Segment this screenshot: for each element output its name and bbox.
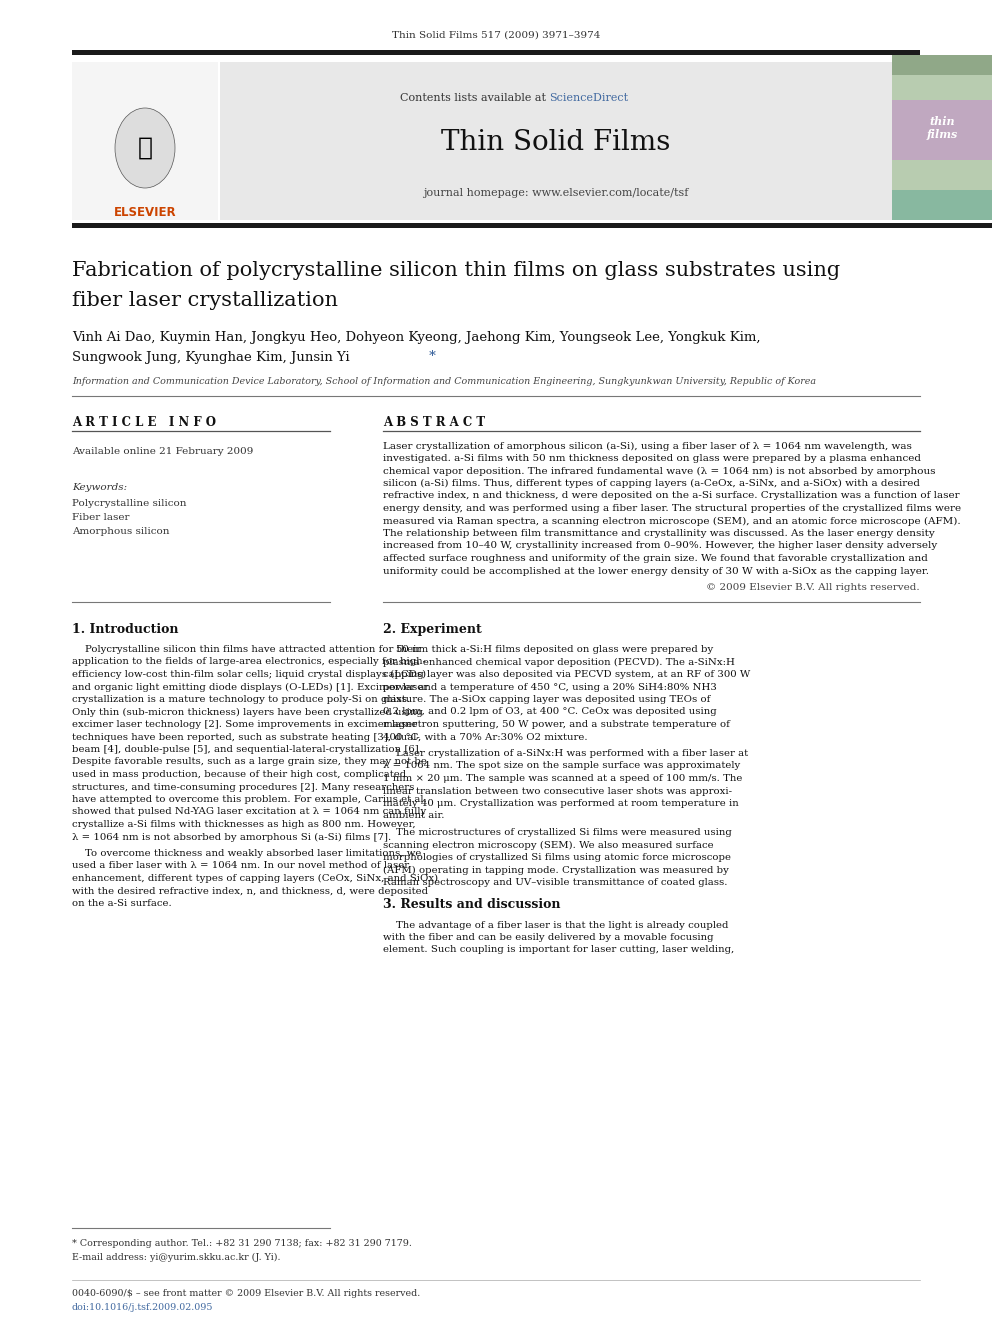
- Text: linear translation between two consecutive laser shots was approxi-: linear translation between two consecuti…: [383, 786, 732, 795]
- Text: techniques have been reported, such as substrate heating [3], dual-: techniques have been reported, such as s…: [72, 733, 420, 741]
- Text: ELSEVIER: ELSEVIER: [114, 206, 177, 220]
- Text: ambient air.: ambient air.: [383, 811, 444, 820]
- Text: Only thin (sub-micron thickness) layers have been crystallized using: Only thin (sub-micron thickness) layers …: [72, 708, 423, 717]
- Text: excimer laser technology [2]. Some improvements in excimer laser: excimer laser technology [2]. Some impro…: [72, 720, 417, 729]
- Bar: [72, 50, 920, 56]
- Text: Fabrication of polycrystalline silicon thin films on glass substrates using: Fabrication of polycrystalline silicon t…: [72, 261, 840, 279]
- Text: on the a-Si surface.: on the a-Si surface.: [72, 900, 172, 908]
- Text: magnetron sputtering, 50 W power, and a substrate temperature of: magnetron sputtering, 50 W power, and a …: [383, 720, 730, 729]
- Text: (AFM) operating in tapping mode. Crystallization was measured by: (AFM) operating in tapping mode. Crystal…: [383, 865, 729, 875]
- Text: used a fiber laser with λ = 1064 nm. In our novel method of laser: used a fiber laser with λ = 1064 nm. In …: [72, 861, 409, 871]
- Text: mately 40 μm. Crystallization was performed at room temperature in: mately 40 μm. Crystallization was perfor…: [383, 799, 739, 808]
- Text: enhancement, different types of capping layers (CeOx, SiNx, and SiOx): enhancement, different types of capping …: [72, 875, 438, 882]
- Text: Fiber laser: Fiber laser: [72, 512, 130, 521]
- Text: Polycrystalline silicon thin films have attracted attention for their: Polycrystalline silicon thin films have …: [72, 646, 422, 654]
- Text: doi:10.1016/j.tsf.2009.02.095: doi:10.1016/j.tsf.2009.02.095: [72, 1303, 213, 1312]
- Bar: [72, 62, 218, 220]
- Text: efficiency low-cost thin-film solar cells; liquid crystal displays (LCDs): efficiency low-cost thin-film solar cell…: [72, 669, 427, 679]
- Text: 50 nm thick a-Si:H films deposited on glass were prepared by: 50 nm thick a-Si:H films deposited on gl…: [383, 646, 713, 654]
- Text: λ = 1064 nm is not absorbed by amorphous Si (a-Si) films [7].: λ = 1064 nm is not absorbed by amorphous…: [72, 832, 391, 841]
- Text: Raman spectroscopy and UV–visible transmittance of coated glass.: Raman spectroscopy and UV–visible transm…: [383, 878, 727, 886]
- Text: affected surface roughness and uniformity of the grain size. We found that favor: affected surface roughness and uniformit…: [383, 554, 928, 564]
- Text: measured via Raman spectra, a scanning electron microscope (SEM), and an atomic : measured via Raman spectra, a scanning e…: [383, 516, 960, 525]
- Text: crystallize a-Si films with thicknesses as high as 800 nm. However,: crystallize a-Si films with thicknesses …: [72, 820, 416, 830]
- Text: Available online 21 February 2009: Available online 21 February 2009: [72, 446, 253, 455]
- Text: To overcome thickness and weakly absorbed laser limitations, we: To overcome thickness and weakly absorbe…: [72, 849, 422, 859]
- Bar: [892, 191, 992, 220]
- Text: used in mass production, because of their high cost, complicated: used in mass production, because of thei…: [72, 770, 406, 779]
- Text: E-mail address: yi@yurim.skku.ac.kr (J. Yi).: E-mail address: yi@yurim.skku.ac.kr (J. …: [72, 1253, 281, 1262]
- Text: energy density, and was performed using a fiber laser. The structural properties: energy density, and was performed using …: [383, 504, 961, 513]
- Text: power and a temperature of 450 °C, using a 20% SiH4:80% NH3: power and a temperature of 450 °C, using…: [383, 683, 717, 692]
- Text: ScienceDirect: ScienceDirect: [549, 93, 628, 103]
- Text: λ = 1064 nm. The spot size on the sample surface was approximately: λ = 1064 nm. The spot size on the sample…: [383, 762, 740, 770]
- Text: showed that pulsed Nd-YAG laser excitation at λ = 1064 nm can fully: showed that pulsed Nd-YAG laser excitati…: [72, 807, 427, 816]
- Text: Laser crystallization of a-SiNx:H was performed with a fiber laser at: Laser crystallization of a-SiNx:H was pe…: [383, 749, 748, 758]
- Text: morphologies of crystallized Si films using atomic force microscope: morphologies of crystallized Si films us…: [383, 853, 731, 863]
- Text: 🌳: 🌳: [138, 136, 153, 160]
- Text: Despite favorable results, such as a large grain size, they may not be: Despite favorable results, such as a lar…: [72, 758, 427, 766]
- Text: application to the fields of large-area electronics, especially for high-: application to the fields of large-area …: [72, 658, 426, 667]
- Text: with the desired refractive index, n, and thickness, d, were deposited: with the desired refractive index, n, an…: [72, 886, 428, 896]
- Text: plasma enhanced chemical vapor deposition (PECVD). The a-SiNx:H: plasma enhanced chemical vapor depositio…: [383, 658, 735, 667]
- Ellipse shape: [115, 108, 175, 188]
- Text: Information and Communication Device Laboratory, School of Information and Commu: Information and Communication Device Lab…: [72, 377, 816, 386]
- Text: The microstructures of crystallized Si films were measured using: The microstructures of crystallized Si f…: [383, 828, 732, 837]
- Text: investigated. a-Si films with 50 nm thickness deposited on glass were prepared b: investigated. a-Si films with 50 nm thic…: [383, 454, 921, 463]
- Text: © 2009 Elsevier B.V. All rights reserved.: © 2009 Elsevier B.V. All rights reserved…: [706, 583, 920, 591]
- Text: increased from 10–40 W, crystallinity increased from 0–90%. However, the higher : increased from 10–40 W, crystallinity in…: [383, 541, 937, 550]
- Text: crystallization is a mature technology to produce poly-Si on glass.: crystallization is a mature technology t…: [72, 695, 411, 704]
- Text: A R T I C L E   I N F O: A R T I C L E I N F O: [72, 415, 216, 429]
- Text: Thin Solid Films: Thin Solid Films: [441, 130, 671, 156]
- Bar: [892, 62, 992, 220]
- Text: Contents lists available at: Contents lists available at: [400, 93, 549, 103]
- Text: * Corresponding author. Tel.: +82 31 290 7138; fax: +82 31 290 7179.: * Corresponding author. Tel.: +82 31 290…: [72, 1238, 412, 1248]
- Bar: [72, 224, 992, 228]
- Text: uniformity could be accomplished at the lower energy density of 30 W with a-SiOx: uniformity could be accomplished at the …: [383, 566, 929, 576]
- Text: Laser crystallization of amorphous silicon (a-Si), using a fiber laser of λ = 10: Laser crystallization of amorphous silic…: [383, 442, 912, 451]
- Text: with the fiber and can be easily delivered by a movable focusing: with the fiber and can be easily deliver…: [383, 933, 713, 942]
- Text: and organic light emitting diode displays (O-LEDs) [1]. Excimer laser: and organic light emitting diode display…: [72, 683, 429, 692]
- Text: journal homepage: www.elsevier.com/locate/tsf: journal homepage: www.elsevier.com/locat…: [424, 188, 688, 198]
- Text: silicon (a-Si) films. Thus, different types of capping layers (a-CeOx, a-SiNx, a: silicon (a-Si) films. Thus, different ty…: [383, 479, 920, 488]
- Text: element. Such coupling is important for laser cutting, laser welding,: element. Such coupling is important for …: [383, 946, 734, 954]
- Text: Keywords:: Keywords:: [72, 483, 127, 492]
- Text: 400 °C, with a 70% Ar:30% O2 mixture.: 400 °C, with a 70% Ar:30% O2 mixture.: [383, 733, 587, 741]
- Bar: [220, 62, 892, 220]
- Text: capping layer was also deposited via PECVD system, at an RF of 300 W: capping layer was also deposited via PEC…: [383, 669, 750, 679]
- Text: 1 mm × 20 μm. The sample was scanned at a speed of 100 mm/s. The: 1 mm × 20 μm. The sample was scanned at …: [383, 774, 742, 783]
- Text: 3. Results and discussion: 3. Results and discussion: [383, 898, 560, 912]
- Text: 1. Introduction: 1. Introduction: [72, 623, 179, 636]
- Text: Vinh Ai Dao, Kuymin Han, Jongkyu Heo, Dohyeon Kyeong, Jaehong Kim, Youngseok Lee: Vinh Ai Dao, Kuymin Han, Jongkyu Heo, Do…: [72, 331, 761, 344]
- Text: beam [4], double-pulse [5], and sequential-lateral-crystallization [6].: beam [4], double-pulse [5], and sequenti…: [72, 745, 422, 754]
- Text: 0040-6090/$ – see front matter © 2009 Elsevier B.V. All rights reserved.: 0040-6090/$ – see front matter © 2009 El…: [72, 1290, 421, 1298]
- Text: have attempted to overcome this problem. For example, Carius et al.: have attempted to overcome this problem.…: [72, 795, 427, 804]
- Text: 2. Experiment: 2. Experiment: [383, 623, 482, 636]
- Text: The relationship between film transmittance and crystallinity was discussed. As : The relationship between film transmitta…: [383, 529, 934, 538]
- Text: refractive index, n and thickness, d were deposited on the a-Si surface. Crystal: refractive index, n and thickness, d wer…: [383, 492, 959, 500]
- Text: scanning electron microscopy (SEM). We also measured surface: scanning electron microscopy (SEM). We a…: [383, 840, 713, 849]
- Text: 0.2 lpm, and 0.2 lpm of O3, at 400 °C. CeOx was deposited using: 0.2 lpm, and 0.2 lpm of O3, at 400 °C. C…: [383, 708, 716, 717]
- Text: chemical vapor deposition. The infrared fundamental wave (λ = 1064 nm) is not ab: chemical vapor deposition. The infrared …: [383, 467, 935, 475]
- Text: Polycrystalline silicon: Polycrystalline silicon: [72, 499, 186, 508]
- Text: fiber laser crystallization: fiber laser crystallization: [72, 291, 338, 310]
- Text: structures, and time-consuming procedures [2]. Many researchers: structures, and time-consuming procedure…: [72, 782, 415, 791]
- Text: mixture. The a-SiOx capping layer was deposited using TEOs of: mixture. The a-SiOx capping layer was de…: [383, 695, 710, 704]
- Text: *: *: [429, 351, 436, 364]
- Text: Sungwook Jung, Kyunghae Kim, Junsin Yi: Sungwook Jung, Kyunghae Kim, Junsin Yi: [72, 351, 354, 364]
- Bar: [892, 101, 992, 160]
- Text: thin
films: thin films: [927, 116, 957, 140]
- Text: Thin Solid Films 517 (2009) 3971–3974: Thin Solid Films 517 (2009) 3971–3974: [392, 30, 600, 40]
- Text: A B S T R A C T: A B S T R A C T: [383, 415, 485, 429]
- Text: Amorphous silicon: Amorphous silicon: [72, 527, 170, 536]
- Bar: [892, 56, 992, 75]
- Text: The advantage of a fiber laser is that the light is already coupled: The advantage of a fiber laser is that t…: [383, 921, 728, 930]
